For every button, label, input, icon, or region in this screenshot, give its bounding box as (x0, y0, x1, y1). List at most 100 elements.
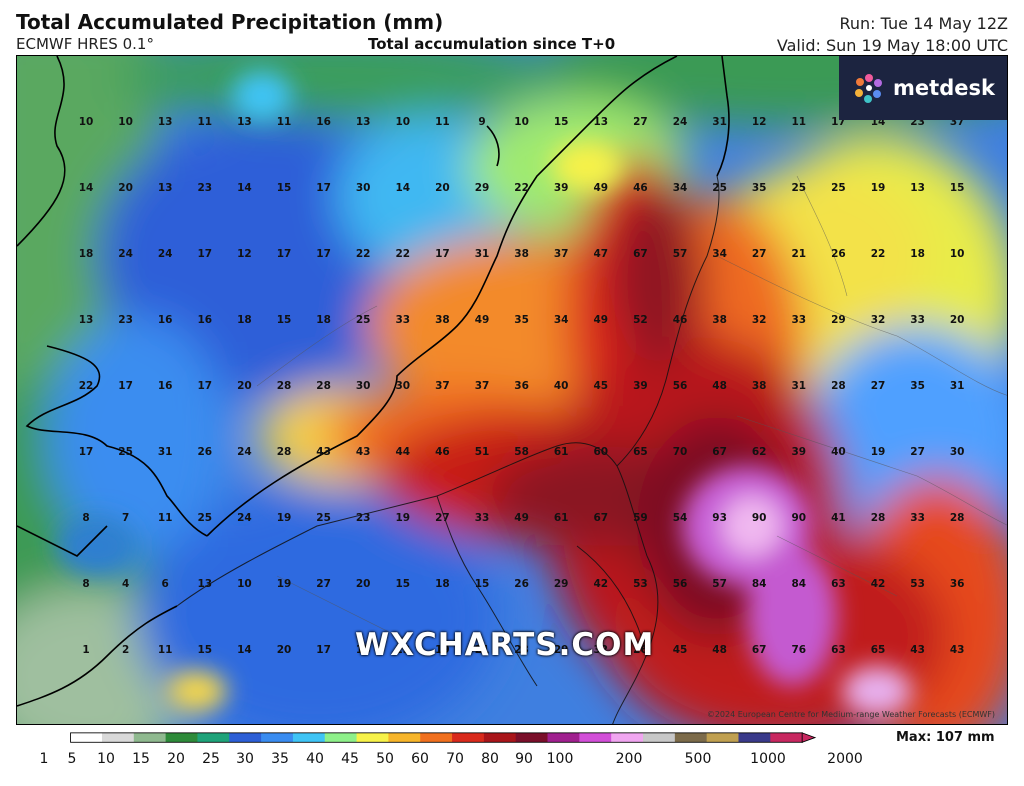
precip-value-label: 63 (831, 578, 846, 590)
legend-tick-label: 1000 (750, 751, 786, 767)
precip-value-label: 20 (276, 644, 292, 656)
precip-value-label: 11 (276, 116, 292, 128)
legend-tick-label: 50 (376, 751, 394, 767)
precip-value-label: 34 (712, 248, 727, 260)
precip-value-label: 19 (870, 446, 886, 458)
precip-value-label: 15 (474, 578, 490, 590)
legend-tick-label: 20 (167, 751, 185, 767)
precip-value-label: 9 (478, 116, 486, 128)
legend-color-bar (70, 732, 817, 743)
precip-value-label: 36 (949, 578, 965, 590)
precip-value-label: 16 (316, 116, 331, 128)
precip-value-label: 31 (712, 116, 727, 128)
precip-value-label: 25 (791, 182, 807, 194)
legend-color-swatch (674, 732, 708, 743)
precip-value-label: 24 (237, 446, 252, 458)
precip-value-label: 10 (514, 116, 529, 128)
precip-peaks (57, 71, 912, 716)
legend-color-swatch (388, 732, 421, 743)
precip-value-label: 76 (791, 644, 807, 656)
metdesk-logo: metdesk (839, 56, 1007, 120)
precip-value-label: 65 (870, 644, 886, 656)
precip-value-label: 31 (474, 248, 490, 260)
precip-value-label: 34 (553, 314, 569, 326)
precip-value-label: 70 (672, 446, 688, 458)
precip-value-label: 67 (633, 248, 648, 260)
precip-value-label: 46 (435, 446, 450, 458)
legend-color-swatch (356, 732, 389, 743)
precip-value-label: 11 (157, 512, 173, 524)
watermark: WXCHARTS.COM (355, 627, 655, 663)
precip-value-label: 19 (870, 182, 886, 194)
legend-ticks: 1 5 10 15 20 25 30 35 40 45 50 60 70 80 90 100 200 500 100… (0, 751, 1024, 771)
precip-value-label: 61 (553, 446, 569, 458)
region-borders (256, 175, 1007, 637)
legend-color-swatch (324, 732, 358, 743)
precip-value-label: 56 (672, 380, 688, 392)
legend-color-swatch (133, 732, 167, 743)
precip-value-label: 13 (910, 182, 925, 194)
precip-value-label: 49 (593, 314, 609, 326)
precip-value-label: 14 (395, 182, 411, 194)
legend-tick-label: 10 (97, 751, 115, 767)
legend-tick-label: 200 (615, 751, 643, 767)
precip-value-label: 36 (514, 380, 529, 392)
precip-value-label: 43 (355, 446, 371, 458)
precip-value-label: 24 (157, 248, 173, 260)
precip-value-label: 84 (751, 578, 767, 590)
precip-value-label: 17 (78, 446, 94, 458)
precip-value-label: 17 (197, 248, 213, 260)
precip-value-label: 56 (672, 578, 688, 590)
precip-value-label: 33 (474, 512, 490, 524)
precip-value-label: 15 (395, 578, 411, 590)
precip-value-label: 13 (78, 314, 94, 326)
legend-tick-label: 30 (236, 751, 254, 767)
precip-value-label: 27 (870, 380, 886, 392)
precip-value-label: 24 (118, 248, 133, 260)
logo-text: metdesk (893, 76, 995, 100)
metdesk-flower-icon (855, 74, 883, 103)
precip-value-label: 46 (672, 314, 688, 326)
precip-value-label: 57 (672, 248, 688, 260)
precip-value-label: 10 (237, 578, 252, 590)
precip-value-label: 22 (78, 380, 94, 392)
precip-value-label: 57 (712, 578, 727, 590)
precip-value-label: 29 (553, 644, 569, 656)
chart-title: Total Accumulated Precipitation (mm) (16, 10, 444, 34)
precip-value-label: 23 (118, 314, 133, 326)
legend-color-swatch (420, 732, 453, 743)
precip-value-label: 24 (237, 512, 252, 524)
precip-value-label: 26 (514, 578, 529, 590)
precip-value-label: 43 (316, 446, 331, 458)
legend-color-swatch (261, 732, 294, 743)
precip-value-label: 48 (712, 380, 727, 392)
precip-value-label: 43 (910, 644, 925, 656)
precip-value-label: 14 (78, 182, 94, 194)
precip-value-label: 65 (633, 446, 648, 458)
precip-value-label: 32 (593, 644, 609, 656)
map-canvas (17, 56, 1007, 724)
precip-value-label: 29 (831, 314, 846, 326)
precip-value-label: 38 (514, 248, 529, 260)
precip-value-label: 13 (197, 578, 213, 590)
precip-value-label: 30 (355, 380, 371, 392)
precip-value-label: 2 (121, 644, 130, 656)
precip-value-label: 37 (435, 380, 450, 392)
precip-value-label: 25 (316, 512, 331, 524)
precip-value-label: 19 (395, 512, 411, 524)
precip-value-label: 10 (395, 116, 411, 128)
precip-value-label: 53 (633, 578, 648, 590)
precip-value-label: 42 (870, 578, 886, 590)
precip-value-label: 27 (751, 248, 767, 260)
precip-value-label: 90 (751, 512, 767, 524)
legend-color-swatch (738, 732, 771, 743)
precip-value-label: 32 (751, 314, 767, 326)
precip-value-label: 28 (316, 380, 331, 392)
chart-subtitle: Total accumulation since T+0 (368, 35, 616, 53)
precip-value-label: 13 (157, 182, 173, 194)
precip-value-label: 28 (276, 446, 292, 458)
precip-value-label: 38 (751, 380, 767, 392)
precip-value-label: 18 (910, 248, 925, 260)
precip-value-label: 18 (316, 314, 331, 326)
precip-value-label: 8 (82, 512, 90, 524)
